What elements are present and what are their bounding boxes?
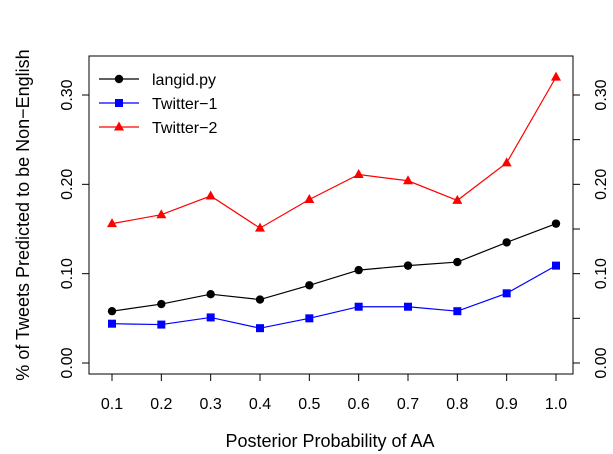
data-point-circle: [305, 281, 314, 290]
data-point-square: [354, 302, 363, 311]
y-tick-label-right: 0.30: [593, 79, 610, 110]
x-tick-label: 0.3: [200, 396, 222, 413]
x-axis-label: Posterior Probability of AA: [225, 431, 434, 451]
x-tick-label: 0.8: [446, 396, 468, 413]
legend-label: langid.py: [152, 72, 216, 89]
data-point-square: [552, 261, 560, 270]
legend: langid.py Twitter−1 Twitter−2: [99, 72, 217, 137]
data-point-circle: [354, 265, 363, 275]
x-tick-label: 1.0: [545, 396, 567, 413]
data-point-triangle: [205, 190, 216, 200]
x-tick-label: 0.5: [298, 396, 320, 413]
series-line-triangle: [111, 76, 557, 229]
legend-marker: [115, 99, 123, 107]
data-point-circle: [551, 219, 561, 228]
data-point-square: [404, 302, 412, 311]
data-point-circle: [255, 295, 265, 304]
y-tick-label-right: 0.20: [593, 169, 610, 200]
data-point-triangle: [353, 169, 364, 179]
data-point-square: [108, 319, 116, 328]
data-point-square: [502, 289, 511, 298]
data-point-triangle: [501, 157, 512, 167]
x-tick-label: 0.4: [249, 396, 271, 413]
y-tick-label-left: 0.20: [59, 169, 76, 200]
y-tick-label-right: 0.10: [593, 258, 610, 289]
data-point-triangle: [304, 194, 315, 204]
x-axis: 0.1 0.2 0.3 0.4 0.5 0.6 0.7 0.8 0.9 1.0: [101, 374, 567, 413]
data-point-square: [453, 307, 462, 316]
data-point-triangle: [403, 175, 413, 185]
data-point-square: [256, 324, 264, 333]
series-layer: [107, 71, 561, 333]
data-point-square: [157, 320, 166, 329]
legend-marker: [114, 121, 124, 131]
data-point-triangle: [255, 222, 265, 232]
y-axis-right: 0.00 0.10 0.20 0.30: [573, 79, 610, 379]
data-point-triangle: [107, 218, 117, 228]
data-point-circle: [206, 290, 215, 299]
plot-frame: [88, 55, 574, 375]
y-tick-label-left: 0.30: [59, 79, 76, 110]
data-point-triangle: [551, 71, 561, 81]
x-tick-label: 0.1: [101, 396, 123, 413]
data-point-circle: [502, 238, 511, 247]
x-tick-label: 0.2: [150, 396, 172, 413]
y-axis-left: 0.00 0.10 0.20 0.30: [59, 79, 89, 379]
data-point-square: [305, 314, 314, 323]
y-tick-label-right: 0.00: [593, 347, 610, 378]
series-line-circle: [111, 223, 557, 312]
data-point-triangle: [156, 209, 167, 219]
data-point-circle: [157, 299, 166, 309]
y-axis-label: % of Tweets Predicted to be Non−English: [13, 49, 33, 380]
legend-label: Twitter−2: [152, 120, 217, 137]
y-tick-label-left: 0.10: [59, 258, 76, 289]
data-point-square: [206, 313, 215, 322]
data-point-circle: [403, 261, 413, 270]
legend-marker: [114, 74, 124, 84]
data-point-circle: [453, 257, 462, 267]
y-tick-label-left: 0.00: [59, 347, 76, 378]
data-point-triangle: [452, 194, 463, 204]
data-point-circle: [107, 306, 117, 316]
x-tick-label: 0.6: [348, 396, 370, 413]
x-tick-label: 0.7: [397, 396, 419, 413]
legend-label: Twitter−1: [152, 96, 217, 113]
series-line-square: [111, 265, 557, 329]
x-tick-label: 0.9: [496, 396, 518, 413]
